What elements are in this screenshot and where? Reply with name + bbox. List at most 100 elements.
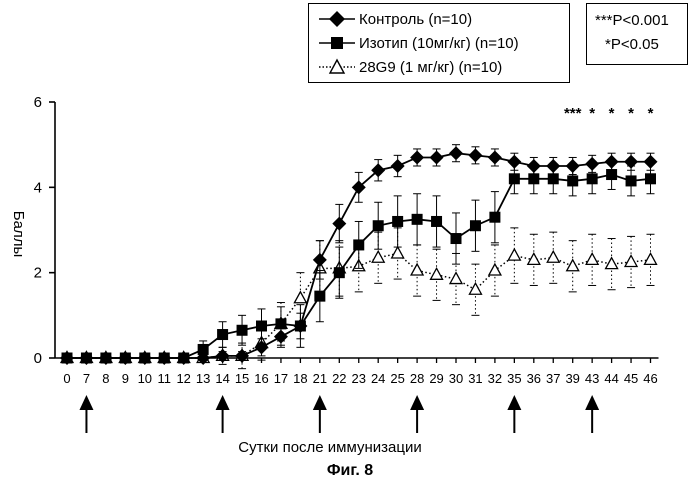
x-tick-label: 10 bbox=[138, 371, 152, 386]
square-marker-icon bbox=[319, 33, 355, 53]
data-point bbox=[509, 173, 520, 184]
arrow-head bbox=[410, 395, 424, 410]
data-point bbox=[489, 212, 500, 223]
legend-item-isotype: Изотип (10мг/кг) (n=10) bbox=[319, 32, 519, 54]
data-point bbox=[391, 159, 405, 173]
data-point bbox=[450, 273, 462, 284]
x-tick-label: 36 bbox=[527, 371, 541, 386]
data-point bbox=[527, 159, 541, 173]
x-tick-label: 21 bbox=[313, 371, 327, 386]
x-tick-label: 25 bbox=[390, 371, 404, 386]
data-point bbox=[547, 251, 559, 262]
x-tick-label: 15 bbox=[235, 371, 249, 386]
immunization-arrow bbox=[410, 395, 424, 433]
immunization-arrow bbox=[313, 395, 327, 433]
data-point bbox=[410, 150, 424, 164]
data-point bbox=[567, 175, 578, 186]
data-point bbox=[255, 340, 269, 354]
data-point bbox=[567, 260, 579, 271]
arrow-head bbox=[585, 395, 599, 410]
data-point bbox=[449, 146, 463, 160]
data-point bbox=[586, 253, 598, 264]
data-point bbox=[626, 175, 637, 186]
y-tick-label: 4 bbox=[34, 179, 42, 196]
x-tick-label: 11 bbox=[158, 371, 172, 386]
significance-mark: * bbox=[589, 105, 595, 122]
data-point bbox=[488, 150, 502, 164]
immunization-arrow bbox=[585, 395, 599, 433]
data-point bbox=[412, 214, 423, 225]
data-point bbox=[605, 155, 619, 169]
data-point bbox=[332, 217, 346, 231]
data-point bbox=[353, 239, 364, 250]
data-point bbox=[430, 150, 444, 164]
x-tick-label: 23 bbox=[352, 371, 366, 386]
x-tick-label: 16 bbox=[254, 371, 268, 386]
data-point bbox=[645, 173, 656, 184]
x-tick-label: 13 bbox=[196, 371, 210, 386]
x-tick-label: 14 bbox=[215, 371, 229, 386]
data-point bbox=[372, 251, 384, 262]
x-tick-label: 46 bbox=[643, 371, 657, 386]
data-point bbox=[294, 292, 306, 303]
x-tick-label: 37 bbox=[546, 371, 560, 386]
figure-caption: Фиг. 8 bbox=[0, 462, 700, 480]
legend-item-control: Контроль (n=10) bbox=[319, 8, 472, 30]
x-tick-label: 45 bbox=[624, 371, 638, 386]
legend-label: 28G9 (1 мг/кг) (n=10) bbox=[359, 59, 502, 76]
data-point bbox=[314, 291, 325, 302]
data-point bbox=[431, 216, 442, 227]
y-tick-label: 0 bbox=[34, 350, 42, 367]
legend-item-28g9: 28G9 (1 мг/кг) (n=10) bbox=[319, 56, 502, 78]
x-tick-label: 7 bbox=[83, 371, 90, 386]
immunization-arrows bbox=[79, 395, 599, 433]
x-tick-label: 0 bbox=[63, 371, 70, 386]
legend-label: Изотип (10мг/кг) (n=10) bbox=[359, 35, 519, 52]
data-point bbox=[606, 258, 618, 269]
triangle-marker-icon bbox=[319, 57, 355, 77]
significance-mark: * bbox=[609, 105, 615, 122]
x-tick-label: 39 bbox=[565, 371, 579, 386]
x-tick-label: 44 bbox=[604, 371, 618, 386]
data-point bbox=[411, 264, 423, 275]
legend: Контроль (n=10) Изотип (10мг/кг) (n=10) … bbox=[308, 3, 570, 83]
arrow-head bbox=[313, 395, 327, 410]
p-value-line: *P<0.05 bbox=[605, 36, 659, 53]
x-tick-label: 32 bbox=[488, 371, 502, 386]
data-point bbox=[470, 220, 481, 231]
x-tick-label: 22 bbox=[332, 371, 346, 386]
data-point bbox=[274, 330, 288, 344]
x-tick-label: 29 bbox=[429, 371, 443, 386]
significance-markers: ******* bbox=[564, 105, 654, 122]
data-point bbox=[546, 159, 560, 173]
data-point bbox=[644, 155, 658, 169]
data-point bbox=[256, 321, 267, 332]
p-value-line: ***P<0.001 bbox=[595, 12, 669, 29]
data-point bbox=[431, 268, 443, 279]
y-axis-label: Баллы bbox=[10, 211, 27, 257]
data-point bbox=[313, 253, 327, 267]
x-tick-label: 24 bbox=[371, 371, 385, 386]
x-tick-label: 28 bbox=[410, 371, 424, 386]
axes: 0246078910111213141516171821222324252829… bbox=[34, 94, 659, 386]
arrow-head bbox=[507, 395, 521, 410]
data-point bbox=[489, 264, 501, 275]
x-axis-label: Сутки после иммунизации bbox=[238, 439, 421, 456]
x-tick-label: 12 bbox=[176, 371, 190, 386]
data-point bbox=[645, 253, 657, 264]
data-point bbox=[625, 256, 637, 267]
legend-label: Контроль (n=10) bbox=[359, 11, 472, 28]
x-tick-label: 30 bbox=[449, 371, 463, 386]
data-point bbox=[468, 148, 482, 162]
data-point bbox=[217, 329, 228, 340]
data-point bbox=[508, 249, 520, 260]
data-point bbox=[392, 247, 404, 258]
data-point bbox=[585, 157, 599, 171]
y-tick-label: 6 bbox=[34, 94, 42, 111]
data-point bbox=[334, 267, 345, 278]
p-value-box: ***P<0.001 *P<0.05 bbox=[586, 3, 688, 65]
arrow-head bbox=[79, 395, 93, 410]
x-tick-label: 17 bbox=[274, 371, 288, 386]
significance-mark: * bbox=[628, 105, 634, 122]
arrow-head bbox=[216, 395, 230, 410]
